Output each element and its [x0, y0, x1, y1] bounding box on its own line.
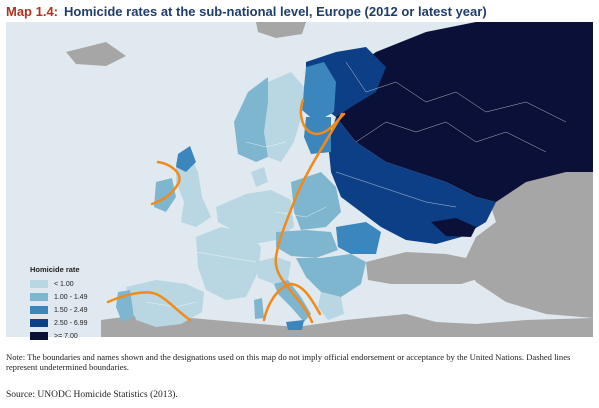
greece [318, 292, 344, 320]
legend-item: < 1.00 [30, 279, 120, 289]
sweden [264, 72, 304, 162]
legend-swatch [30, 306, 48, 314]
annotation-line-ireland [150, 160, 181, 206]
map-title-text: Homicide rates at the sub-national level… [64, 4, 487, 19]
italy-north [256, 257, 291, 284]
map-svg [66, 22, 593, 337]
legend-item: 1.50 - 2.49 [30, 305, 120, 315]
ukraine-belarus-region [328, 117, 496, 244]
legend-label: 1.50 - 2.49 [54, 306, 88, 314]
scotland [176, 146, 196, 172]
svalbard-land [256, 22, 306, 38]
annotation-line-italy [262, 282, 322, 322]
romania-moldova [336, 222, 381, 254]
legend-swatch [30, 319, 48, 327]
legend-label: < 1.00 [54, 280, 74, 288]
legend-swatch [30, 280, 48, 288]
sardinia [254, 298, 264, 319]
legend-title: Homicide rate [30, 265, 80, 274]
finland [302, 62, 336, 122]
russia-region [336, 22, 593, 202]
baltic-states [304, 117, 331, 154]
balkans [296, 254, 366, 297]
legend-swatch [30, 332, 48, 340]
legend-item: 2.50 - 6.99 [30, 318, 120, 328]
north-africa-land [101, 314, 593, 337]
legend-item: >= 7.00 [30, 331, 120, 341]
legend-label: >= 7.00 [54, 332, 78, 340]
greenland-iceland-land [66, 42, 126, 66]
caucasus-dark [431, 218, 476, 237]
annotation-line-iberia [106, 291, 192, 322]
sicily [286, 320, 304, 330]
legend-swatch [30, 293, 48, 301]
legend-label: 2.50 - 6.99 [54, 319, 88, 327]
annotation-line-central [274, 112, 344, 324]
norway [234, 77, 268, 162]
map-legend: Homicide rate < 1.00 1.00 - 1.49 1.50 - … [30, 265, 120, 344]
benelux-germany [216, 190, 294, 244]
region-boundaries [145, 61, 567, 308]
italy-south [274, 280, 311, 322]
turkey-land [366, 252, 484, 284]
map-source: Source: UNODC Homicide Statistics (2013)… [6, 390, 178, 400]
legend-label: 1.00 - 1.49 [54, 293, 88, 301]
legend-item: 1.00 - 1.49 [30, 292, 120, 302]
austria-hungary [276, 230, 338, 258]
annotation-lines [106, 98, 346, 324]
map-number: Map 1.4: [6, 4, 59, 19]
france [196, 227, 261, 300]
europe-homicide-map [6, 22, 593, 337]
denmark [251, 167, 268, 187]
map-title: Map 1.4: Homicide rates at the sub-nation… [6, 4, 596, 22]
map-note: Note: The boundaries and names shown and… [6, 352, 571, 372]
poland-czech [291, 172, 341, 230]
ireland [154, 178, 176, 212]
